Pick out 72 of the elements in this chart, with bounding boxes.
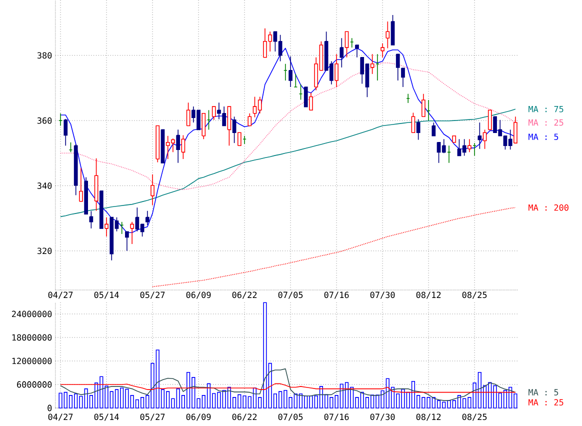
candlestick bbox=[145, 210, 150, 226]
x-tick-label: 06/09 bbox=[186, 292, 211, 299]
y-tick-label: 18000000 bbox=[12, 334, 52, 341]
candlestick bbox=[130, 222, 134, 244]
candlestick bbox=[416, 118, 420, 140]
x-tick-label: 07/05 bbox=[278, 414, 303, 421]
candlestick bbox=[227, 106, 232, 146]
candlestick bbox=[386, 21, 390, 49]
candlestick bbox=[340, 38, 344, 68]
y-tick-label: 24000000 bbox=[12, 310, 52, 318]
candlestick bbox=[64, 118, 68, 146]
series-label: MA : 75 bbox=[528, 106, 564, 112]
candlestick bbox=[79, 168, 83, 202]
x-tick-label: 08/25 bbox=[462, 292, 487, 299]
candlestick bbox=[488, 110, 492, 130]
x-tick-label: 05/14 bbox=[94, 292, 119, 299]
candlestick bbox=[212, 106, 216, 120]
candlestick bbox=[181, 134, 186, 160]
candlestick bbox=[370, 54, 374, 74]
x-tick-label: 07/05 bbox=[278, 292, 303, 299]
candlestick bbox=[344, 31, 349, 58]
candlestick bbox=[202, 112, 206, 140]
candlestick bbox=[150, 174, 154, 206]
x-tick-label: 05/27 bbox=[140, 414, 165, 421]
candlestick bbox=[186, 102, 190, 126]
candlestick bbox=[468, 138, 472, 153]
series-label: MA : 25 bbox=[528, 119, 564, 126]
x-tick-label: 05/14 bbox=[94, 414, 119, 421]
x-tick-label: 05/27 bbox=[140, 292, 165, 299]
x-tick-label: 06/22 bbox=[232, 414, 257, 421]
candlestick bbox=[432, 122, 436, 136]
series-label: MA : 5 bbox=[528, 389, 558, 396]
series-label: MA : 25 bbox=[528, 399, 564, 406]
candlestick bbox=[288, 56, 292, 88]
x-tick-label: 06/22 bbox=[232, 292, 257, 299]
candlestick bbox=[237, 132, 242, 146]
y-tick-label: 6000000 bbox=[17, 381, 52, 388]
series-label: MA : 5 bbox=[528, 134, 558, 140]
candlestick bbox=[125, 231, 129, 252]
x-tick-label: 04/27 bbox=[48, 414, 73, 421]
candlestick bbox=[309, 92, 313, 111]
candlestick bbox=[390, 14, 395, 46]
candlestick bbox=[514, 116, 518, 144]
candlestick bbox=[232, 116, 236, 144]
y-tick-label: 320 bbox=[37, 248, 52, 254]
candlestick bbox=[355, 44, 359, 58]
candlestick bbox=[304, 86, 308, 108]
x-tick-label: 07/30 bbox=[370, 414, 395, 421]
y-tick-label: 360 bbox=[37, 117, 52, 124]
candlestick bbox=[482, 129, 487, 150]
candlestick bbox=[422, 93, 426, 118]
x-tick-label: 04/27 bbox=[48, 292, 73, 299]
y-tick-label: 340 bbox=[37, 182, 52, 189]
candlestick bbox=[89, 210, 94, 229]
y-tick-label: 0 bbox=[48, 404, 52, 412]
y-tick-label: 380 bbox=[37, 52, 52, 59]
x-tick-label: 07/16 bbox=[324, 292, 349, 299]
x-tick-label: 08/25 bbox=[462, 414, 487, 421]
y-tick-label: 12000000 bbox=[12, 358, 52, 364]
x-tick-label: 08/12 bbox=[416, 292, 441, 299]
candlestick bbox=[334, 54, 338, 88]
candlestick bbox=[478, 122, 482, 150]
series-label: MA : 200 bbox=[528, 204, 568, 211]
candlestick bbox=[176, 129, 180, 164]
x-tick-label: 06/09 bbox=[186, 414, 211, 421]
candlestick bbox=[380, 42, 384, 58]
x-tick-label: 07/16 bbox=[324, 414, 349, 421]
candlestick bbox=[104, 216, 108, 237]
x-tick-label: 08/12 bbox=[416, 414, 441, 421]
x-tick-label: 07/30 bbox=[370, 292, 395, 299]
candlestick bbox=[248, 112, 252, 126]
candlestick bbox=[411, 112, 416, 134]
